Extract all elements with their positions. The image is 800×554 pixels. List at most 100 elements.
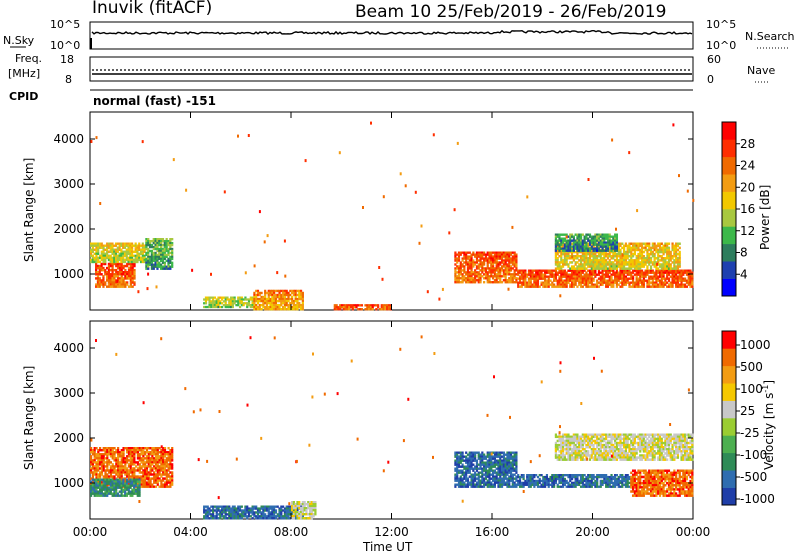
power-cell-7-42-4 — [592, 277, 595, 280]
velocity-cell-0-45-14 — [171, 475, 174, 478]
power-cell-6-6-10 — [465, 271, 468, 274]
power-cell-4-19-5 — [287, 299, 290, 303]
power-cell-8-48-6 — [640, 254, 644, 258]
velocity-cell-0-42-12 — [165, 471, 168, 474]
power-cell-1-17-3 — [120, 248, 123, 251]
power-cell-2-1-11 — [147, 259, 150, 263]
freq-label-line2: [MHz] — [8, 67, 40, 80]
power-cell-1-3-2 — [95, 246, 98, 249]
power-cell-8-45-9 — [635, 261, 638, 264]
power-cell-7-51-3 — [608, 275, 611, 278]
power-cell-6-0-10 — [454, 271, 457, 274]
power-cell-0-12-1 — [116, 264, 120, 268]
power-cell-1-22-3 — [129, 248, 132, 251]
velocity-cell-0-26-10 — [136, 467, 140, 470]
station-title: Inuvik (fitACF) — [92, 0, 212, 18]
power-cell-7-46-5 — [599, 279, 602, 282]
power-cell-3-1-2 — [204, 300, 208, 303]
power-cell-3-25-2 — [247, 300, 251, 303]
power-cell-8-7-11 — [567, 265, 570, 268]
power-cell-4-6-3 — [264, 295, 267, 299]
power-cell-1-18-9 — [122, 260, 125, 264]
power-cell-7-19-2 — [551, 273, 554, 276]
power-cell-8-19-5 — [588, 252, 592, 256]
power-cell-7-96-8 — [689, 285, 692, 288]
velocity-cell-0-28-17 — [140, 481, 143, 484]
velocity-cell-4-9-0 — [470, 451, 473, 454]
velocity-cell-0-15-14 — [117, 475, 120, 478]
velocity-cell-1-15-3 — [116, 484, 120, 487]
power-cell-4-5-4 — [262, 297, 265, 301]
velocity-cell-1-0-6 — [90, 490, 93, 493]
power-cell-2-14-7 — [171, 251, 174, 255]
power-cell-8-36-3 — [619, 248, 622, 252]
power-cell-1-18-2 — [122, 246, 125, 249]
power-cell-1-10-7 — [107, 256, 111, 260]
power-cell-7-44-6 — [596, 281, 599, 284]
power-cell-6-21-6 — [492, 263, 495, 266]
power-cell-9-32-3 — [612, 239, 615, 242]
velocity-cell-4-4-10 — [461, 471, 464, 474]
power-cell-6-20-12 — [490, 275, 493, 278]
power-cell-7-81-8 — [662, 285, 665, 288]
power-cell-3-8-2 — [217, 300, 220, 303]
power-cell-2-7-7 — [158, 251, 161, 255]
velocity-cell-1-6-6 — [100, 490, 103, 493]
power-cell-7-42-0 — [592, 269, 595, 272]
power-cell-7-19-1 — [551, 271, 554, 274]
velocity-cell-2-39-3 — [273, 511, 276, 514]
power-cell-7-70-5 — [642, 279, 645, 282]
velocity-cell-0-28-14 — [140, 475, 143, 478]
velocity-cell-1-20-7 — [125, 492, 129, 495]
power-cell-2-7-5 — [158, 247, 161, 251]
power-cell-1-6-8 — [100, 258, 103, 262]
power-cell-8-58-10 — [658, 263, 662, 266]
velocity-cell-4-10-8 — [472, 467, 475, 470]
velocity-cell-1-19-6 — [124, 490, 127, 493]
velocity-cell-2-20-5 — [238, 515, 242, 518]
power-cell-2-13-1 — [169, 239, 172, 243]
velocity-cell-0-45-18 — [171, 483, 174, 486]
velocity-cell-4-9-7 — [470, 465, 473, 468]
velocity-cell-3-12-4 — [312, 509, 315, 512]
power-cell-0-12-0 — [116, 262, 120, 266]
power-cell-9-2-8 — [558, 249, 561, 252]
velocity-cell-0-13-5 — [113, 457, 116, 460]
velocity-cell-1-13-6 — [113, 490, 116, 493]
power-cell-6-27-14 — [502, 279, 505, 282]
velocity-cell-1-0-8 — [90, 494, 93, 497]
power-cell-7-22-5 — [556, 279, 559, 282]
power-cell-7-7-7 — [529, 283, 532, 286]
velocity-cell-2-36-1 — [267, 507, 270, 510]
power-cell-6-29-7 — [506, 265, 509, 268]
velocity-cell-1-16-3 — [118, 484, 121, 487]
power-cell-2-12-13 — [167, 263, 170, 266]
power-cell-6-0-9 — [454, 269, 457, 272]
power-cell-1-9-1 — [106, 244, 109, 247]
power-cell-3-11-0 — [222, 296, 225, 299]
power-cell-7-50-2 — [606, 273, 610, 276]
velocity-cell-0-35-10 — [153, 467, 156, 470]
velocity-cell-4-10-15 — [472, 481, 475, 484]
power-cell-8-45-6 — [635, 254, 638, 258]
velocity-cell-2-0-0 — [203, 505, 206, 508]
power-cell-7-47-4 — [601, 277, 604, 280]
power-cell-2-13-14 — [169, 265, 172, 268]
velocity-cell-0-39-5 — [160, 457, 163, 460]
power-cell-2-12-2 — [167, 241, 170, 245]
power-cell-9-14-6 — [579, 245, 583, 248]
power-cell-9-24-4 — [597, 241, 601, 244]
power-cell-3-1-5 — [204, 305, 208, 309]
power-cell-0-11-8 — [115, 279, 118, 282]
power-cell-7-28-5 — [567, 279, 570, 282]
power-cell-6-15-12 — [481, 275, 484, 278]
power-cell-9-4-8 — [561, 249, 565, 252]
power-speck-32 — [283, 239, 286, 243]
velocity-cell-0-5-0 — [99, 447, 102, 450]
power-cell-8-6-7 — [565, 257, 568, 260]
velocity-cell-1-22-1 — [129, 480, 132, 483]
power-cell-1-29-3 — [141, 248, 144, 251]
velocity-cell-1-8-4 — [104, 486, 107, 489]
velocity-cell-0-7-8 — [102, 463, 105, 466]
power-cell-8-32-9 — [612, 261, 615, 264]
